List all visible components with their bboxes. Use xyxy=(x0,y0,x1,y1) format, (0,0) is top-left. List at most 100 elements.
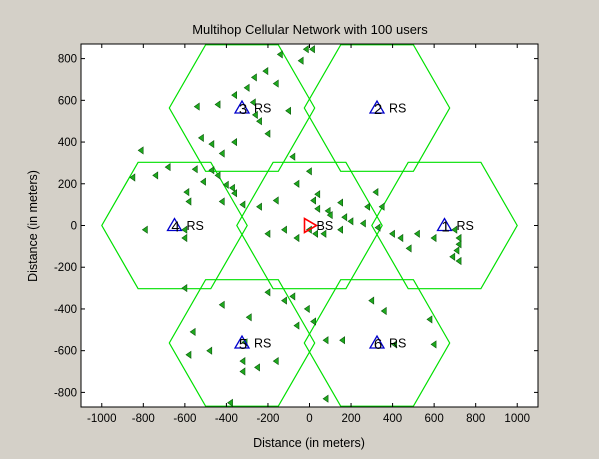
base-station-marker xyxy=(303,217,319,234)
user-marker xyxy=(251,110,258,119)
user-marker xyxy=(303,304,310,313)
user-marker xyxy=(183,188,190,197)
station-markers: 2 RS 3 RS 4 RS 1 RS 5 RS 6 RS BS xyxy=(166,99,474,353)
relay-station-marker xyxy=(368,334,386,349)
user-marker xyxy=(262,67,269,76)
user-marker xyxy=(227,398,233,407)
user-marker xyxy=(208,140,215,149)
user-marker xyxy=(239,367,246,376)
user-marker xyxy=(231,91,237,100)
user-marker xyxy=(231,138,237,147)
user-marker xyxy=(281,225,287,234)
user-marker xyxy=(239,200,246,209)
user-marker xyxy=(264,288,271,297)
x-tick-label: 1000 xyxy=(504,413,530,425)
user-marker xyxy=(264,129,271,138)
x-tick-label: 600 xyxy=(425,413,444,425)
user-marker xyxy=(200,177,206,186)
user-marker xyxy=(214,100,221,109)
user-marker xyxy=(430,233,437,243)
x-tick-label: -200 xyxy=(256,413,279,425)
user-marker xyxy=(337,198,344,207)
cell-hexagon-7 xyxy=(303,279,451,407)
user-marker xyxy=(193,102,200,111)
user-marker xyxy=(405,244,412,253)
cell-hexagon-5 xyxy=(303,44,451,172)
relay-station-marker xyxy=(436,217,453,232)
user-marker xyxy=(181,233,188,243)
y-tick-label: -600 xyxy=(54,346,77,358)
user-marker xyxy=(314,204,321,213)
y-tick-label: 800 xyxy=(58,54,77,66)
user-marker xyxy=(453,246,460,255)
user-marker xyxy=(341,213,348,222)
user-marker xyxy=(455,256,462,266)
user-marker xyxy=(451,225,458,234)
plot-area xyxy=(81,44,538,407)
user-marker xyxy=(218,197,225,206)
user-marker xyxy=(245,313,252,322)
user-marker xyxy=(137,146,144,155)
user-marker xyxy=(391,340,398,349)
user-marker xyxy=(378,202,385,211)
y-tick-label: -200 xyxy=(54,262,77,274)
user-marker xyxy=(310,196,317,205)
relay-station-number: 1 xyxy=(441,219,449,236)
user-markers xyxy=(129,45,462,407)
user-marker xyxy=(264,229,271,238)
user-marker xyxy=(250,73,257,82)
relay-station-marker xyxy=(233,99,251,114)
user-marker xyxy=(289,152,296,161)
user-marker xyxy=(380,306,387,316)
user-marker xyxy=(364,202,371,211)
user-marker xyxy=(181,284,188,293)
user-marker xyxy=(272,357,279,366)
user-marker xyxy=(305,167,312,176)
x-tick-label: -1000 xyxy=(87,413,116,425)
user-marker xyxy=(302,45,309,54)
user-marker xyxy=(372,188,379,197)
y-tick-label: -400 xyxy=(54,304,77,316)
relay-station-label: RS xyxy=(187,219,204,233)
cell-hexagon-3 xyxy=(371,161,518,290)
cell-hexagon-1 xyxy=(236,161,383,290)
x-tick-label: 400 xyxy=(383,413,402,425)
user-marker xyxy=(152,171,159,180)
user-marker xyxy=(254,363,260,372)
user-marker xyxy=(293,179,300,188)
user-marker xyxy=(208,166,215,175)
user-marker xyxy=(389,229,395,238)
user-marker xyxy=(281,296,287,305)
x-tick-label: 200 xyxy=(341,413,360,425)
user-marker xyxy=(243,83,250,92)
y-tick-label: -800 xyxy=(54,387,77,399)
cell-hexagon-2 xyxy=(101,161,248,290)
user-marker xyxy=(347,217,354,226)
relay-station-label: RS xyxy=(389,102,406,116)
user-marker xyxy=(337,225,344,234)
user-marker xyxy=(310,317,317,326)
y-tick-label: 600 xyxy=(58,95,77,107)
relay-station-number: 6 xyxy=(374,336,382,353)
user-marker xyxy=(141,225,148,234)
user-marker xyxy=(320,229,327,238)
x-axis-label: Distance (in meters) xyxy=(253,436,365,450)
user-marker xyxy=(249,98,256,107)
user-marker xyxy=(397,233,404,243)
user-marker xyxy=(309,45,315,54)
relay-station-label: RS xyxy=(254,102,271,116)
relay-station-label: RS xyxy=(389,337,406,351)
user-marker xyxy=(197,133,204,142)
user-marker xyxy=(413,229,420,238)
user-marker xyxy=(239,357,246,366)
axis-ticks: -1000 -800 -600 -400 -200 0 200 400 600 800 1000 -8… xyxy=(54,44,538,425)
user-marker xyxy=(285,106,292,115)
x-tick-label: -800 xyxy=(132,413,155,425)
user-marker xyxy=(256,202,262,211)
relay-station-number: 2 xyxy=(374,101,382,118)
user-marker xyxy=(276,50,283,59)
y-tick-label: 0 xyxy=(71,221,77,233)
user-marker xyxy=(322,336,329,345)
user-marker xyxy=(322,394,329,403)
